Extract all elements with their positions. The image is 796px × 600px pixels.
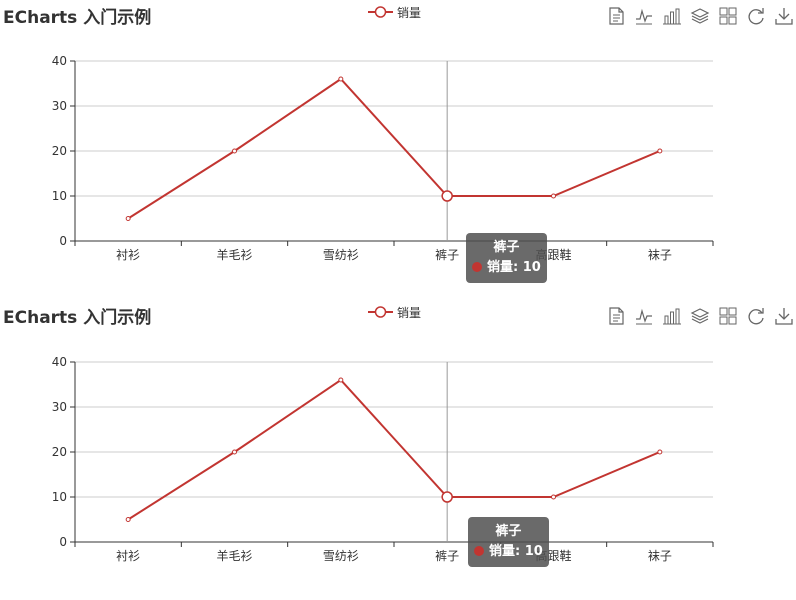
legend-label: 销量 <box>397 305 422 320</box>
data-point[interactable] <box>441 491 453 503</box>
save-image-icon[interactable] <box>774 306 794 326</box>
x-tick-label: 裤子 <box>435 248 459 262</box>
restore-icon[interactable] <box>746 6 766 26</box>
y-tick-label: 20 <box>52 445 67 459</box>
data-point[interactable] <box>125 216 131 221</box>
tooltip-value: 10 <box>524 544 543 559</box>
x-tick-label: 衬衫 <box>116 248 140 262</box>
data-point[interactable] <box>657 449 663 455</box>
y-tick-label: 10 <box>52 189 67 203</box>
bar-chart-icon[interactable] <box>662 306 682 326</box>
x-tick-label: 衬衫 <box>116 549 140 563</box>
legend-line-icon <box>368 6 393 18</box>
tooltip-series-name: 销量 <box>489 544 516 559</box>
bar-chart-icon[interactable] <box>662 6 682 26</box>
chart-panel: 0 10 20 30 40 衬衫 羊毛衫 雪纺衫 裤子 高跟鞋 袜子 ECharts 入门示例 销量… <box>0 300 796 600</box>
series-line <box>127 77 661 220</box>
tooltip: 裤子 销量: 10 <box>466 233 547 283</box>
chart-title: ECharts 入门示例 <box>3 8 152 28</box>
y-tick-label: 30 <box>52 99 67 113</box>
line-chart-icon[interactable] <box>634 6 654 26</box>
stack-icon[interactable] <box>690 6 710 26</box>
restore-icon[interactable] <box>746 306 766 326</box>
data-point[interactable] <box>551 193 556 199</box>
y-tick-label: 10 <box>52 490 67 504</box>
tiled-icon[interactable] <box>718 306 738 326</box>
data-point[interactable] <box>338 76 344 82</box>
x-tick-label: 袜子 <box>648 248 672 262</box>
tiled-icon[interactable] <box>718 6 738 26</box>
series-line <box>127 378 661 521</box>
y-tick-label: 0 <box>59 535 67 549</box>
x-tick-label: 羊毛衫 <box>216 548 252 563</box>
y-tick-label: 40 <box>52 355 67 369</box>
toolbox <box>606 306 796 326</box>
data-view-icon[interactable] <box>606 306 626 326</box>
y-tick-label: 20 <box>52 144 67 158</box>
chart-panel: 0 10 20 30 40 衬衫 羊毛衫 雪纺衫 裤子 高跟鞋 袜子 ECharts 入门示例 销量… <box>0 0 796 300</box>
x-tick-label: 雪纺衫 <box>323 549 359 563</box>
x-tick-label: 雪纺衫 <box>323 248 359 262</box>
legend-item-sales[interactable]: 销量 <box>368 304 421 320</box>
tooltip-series-name: 销量 <box>487 260 514 275</box>
chart-title: ECharts 入门示例 <box>3 308 152 328</box>
y-tick-label: 30 <box>52 400 67 414</box>
tooltip-category: 裤子 <box>495 524 522 539</box>
x-tick-label: 裤子 <box>435 549 459 563</box>
save-image-icon[interactable] <box>774 6 794 26</box>
line-chart-icon[interactable] <box>634 306 654 326</box>
data-point[interactable] <box>125 517 131 522</box>
data-point[interactable] <box>657 148 663 154</box>
series-dot-icon <box>472 262 482 272</box>
tooltip-value-row: 销量: 10 <box>472 258 541 278</box>
y-tick-label: 0 <box>59 234 67 248</box>
data-point[interactable] <box>232 449 237 455</box>
tooltip: 裤子 销量: 10 <box>468 517 549 567</box>
data-view-icon[interactable] <box>606 6 626 26</box>
tooltip-value: 10 <box>522 260 541 275</box>
toolbox <box>606 6 796 26</box>
legend-item-sales[interactable]: 销量 <box>368 4 421 20</box>
y-tick-label: 40 <box>52 54 67 68</box>
x-tick-label: 袜子 <box>648 549 672 563</box>
stack-icon[interactable] <box>690 306 710 326</box>
data-point[interactable] <box>441 190 453 202</box>
series-dot-icon <box>474 546 484 556</box>
data-point[interactable] <box>338 377 344 383</box>
data-point[interactable] <box>551 494 556 500</box>
data-point[interactable] <box>232 148 237 154</box>
tooltip-value-row: 销量: 10 <box>474 542 543 562</box>
tooltip-category: 裤子 <box>493 240 520 255</box>
legend-line-icon <box>368 306 393 318</box>
legend-label: 销量 <box>397 5 422 20</box>
x-tick-label: 羊毛衫 <box>216 247 252 262</box>
